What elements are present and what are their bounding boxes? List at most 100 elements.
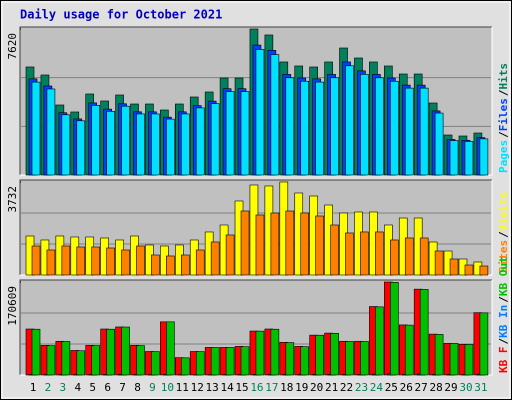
x-tick-label: 22 [340,381,353,394]
bar [285,210,295,276]
legend-label: Hits [497,63,510,90]
bar [46,249,56,276]
x-tick-label: 30 [459,381,472,394]
bar [61,341,71,376]
bar [345,341,354,376]
bar [91,246,101,276]
bar [195,351,205,376]
bar [479,138,489,176]
bar [46,88,56,176]
bar [285,342,295,376]
x-tick-label: 14 [220,381,234,394]
legend: Sites /Visits [497,192,510,274]
bar [106,111,115,176]
x-tick-label: 9 [149,381,156,394]
bar [255,214,265,276]
bar [181,357,190,376]
bar [479,265,489,276]
bar [151,351,160,376]
legend-label: KB F [497,347,510,374]
bar [390,282,399,376]
bar [479,312,489,376]
y-tick-label: 170609 [6,286,19,326]
legend-separator: / [497,89,510,96]
bar [181,254,190,276]
bar [419,87,429,176]
bar [404,87,414,176]
bar [360,231,369,276]
x-tick-label: 5 [89,381,96,394]
bar [270,212,280,276]
bar [121,249,130,276]
bar [31,328,41,376]
bar [434,112,444,176]
bar [300,346,310,376]
bar [121,326,130,376]
bar [121,105,130,176]
y-tick-label: 7620 [6,33,19,60]
legend-separator: / [497,296,510,303]
x-tick-label: 13 [206,381,219,394]
bar [390,239,399,276]
bar [390,80,399,176]
bar [449,258,459,276]
x-tick-label: 16 [250,381,263,394]
panel-bevel [19,26,492,175]
x-tick-label: 24 [370,381,384,394]
legend-label: Pages [497,140,510,173]
x-tick-label: 26 [400,381,413,394]
bar [375,77,384,176]
bar [46,345,56,376]
bar [151,113,160,176]
bar [195,107,205,176]
bar [464,264,474,276]
legend-label: Files [497,98,510,131]
bar [419,237,429,276]
legend-label: KB In [497,305,510,338]
x-tick-label: 15 [235,381,248,394]
legend: Pages/Files/Hits [497,63,510,173]
x-tick-label: 17 [265,381,278,394]
x-tick-label: 27 [415,381,428,394]
bar [76,246,86,276]
legend: KB F/KB In/KB Out [497,256,510,373]
legend-label: Sites [497,240,510,273]
bar [210,103,220,176]
bar [210,347,220,376]
x-tick-label: 11 [176,381,189,394]
bar [76,120,86,176]
x-tick-label: 19 [295,381,308,394]
y-tick-label: 3732 [6,186,19,213]
bar [106,247,115,276]
bar [315,215,324,276]
x-tick-label: 29 [444,381,457,394]
x-tick-label: 3 [60,381,67,394]
legend-label: Visits [497,192,510,232]
x-tick-label: 18 [280,381,293,394]
bar [375,306,384,376]
bar [31,81,41,176]
bar [151,254,160,276]
bar [345,65,354,176]
x-tick-label: 20 [310,381,323,394]
bar [270,328,280,376]
x-tick-label: 12 [191,381,204,394]
bar [225,234,235,276]
bar [181,113,190,176]
bar [240,91,250,176]
x-tick-label: 10 [161,381,174,394]
bar [61,245,71,276]
x-tick-label: 7 [119,381,126,394]
bar [330,332,339,376]
bar [136,113,145,176]
legend-separator: / [497,338,510,345]
bar [225,347,235,376]
x-tick-label: 23 [355,381,368,394]
legend-label: KB Out [497,256,510,296]
bar [360,341,369,376]
bar [404,237,414,276]
bar [345,232,354,276]
bar [31,245,41,276]
bar [240,346,250,376]
